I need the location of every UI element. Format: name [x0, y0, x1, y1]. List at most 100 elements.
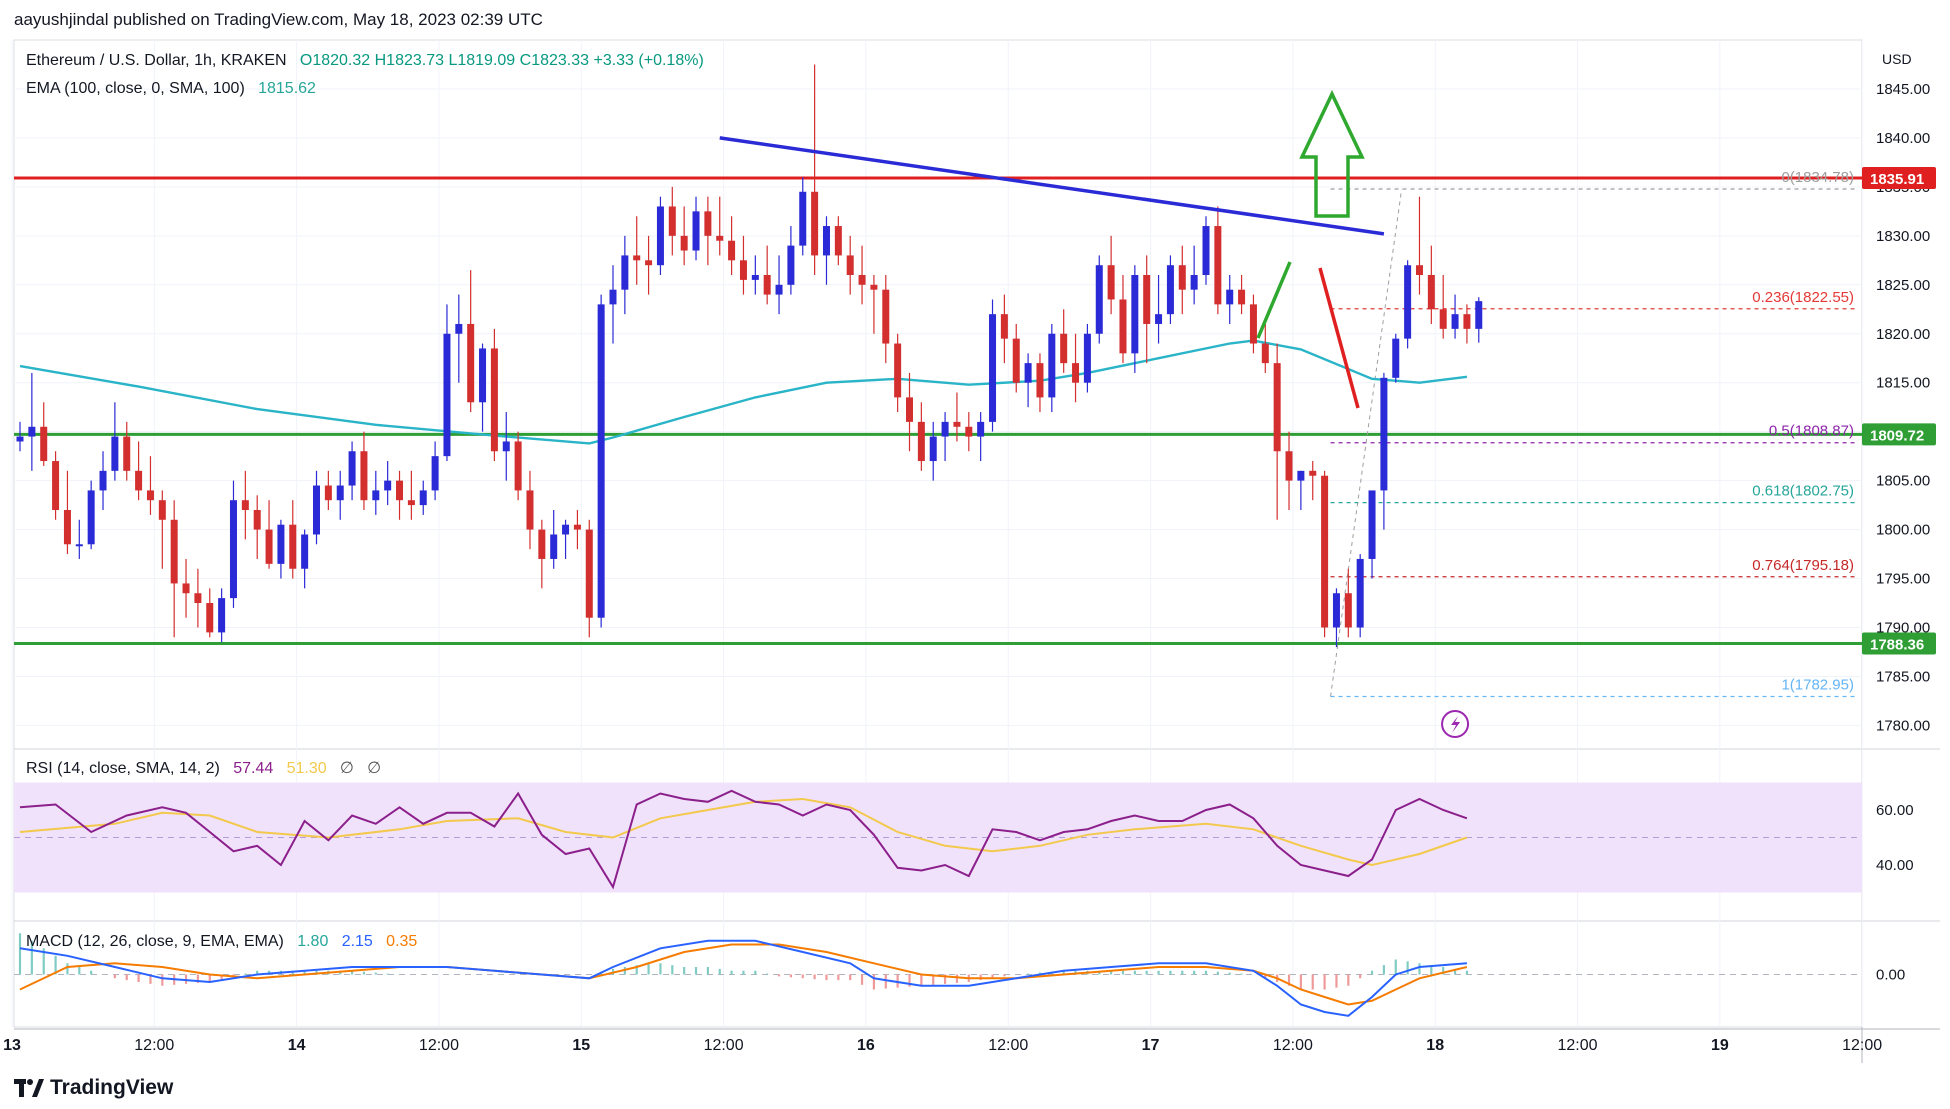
candle	[1451, 294, 1459, 339]
candle	[1202, 216, 1210, 285]
candle	[99, 451, 107, 510]
time-tick-label: 12:00	[419, 1037, 459, 1054]
candle	[348, 441, 356, 501]
candle-body	[360, 451, 368, 501]
candle-body	[1392, 338, 1400, 378]
candle	[1356, 554, 1364, 638]
candle	[479, 343, 487, 432]
symbol-legend[interactable]: Ethereum / U.S. Dollar, 1h, KRAKEN O1820…	[26, 52, 704, 70]
rsi-label[interactable]: RSI (14, close, SMA, 14, 2)	[26, 760, 220, 777]
candle	[40, 402, 48, 466]
support-tag	[1862, 632, 1936, 655]
price-tick-label: 1845.00	[1876, 81, 1930, 98]
candle-body	[324, 485, 332, 501]
candle	[1309, 461, 1317, 501]
candle	[1000, 294, 1008, 364]
candle-body	[372, 490, 380, 501]
candle-body	[573, 524, 581, 530]
candle	[372, 470, 380, 515]
candle	[929, 421, 937, 481]
candle-body	[467, 323, 475, 403]
candle-body	[894, 343, 902, 398]
support-tag-label: 1809.72	[1870, 427, 1924, 444]
candle	[668, 186, 676, 256]
candle	[728, 216, 736, 275]
candle-body	[1332, 593, 1340, 628]
candle-body	[728, 240, 736, 261]
candle-body	[1095, 265, 1103, 334]
candle	[1214, 206, 1222, 315]
resistance-tag	[1862, 166, 1936, 189]
time-tick-label: 12:00	[1273, 1037, 1313, 1054]
candle-body	[514, 441, 522, 491]
candle-body	[289, 524, 297, 569]
ema-legend[interactable]: EMA (100, close, 0, SMA, 100) 1815.62	[26, 80, 316, 98]
candle-body	[75, 544, 83, 547]
footer-brand: TradingView	[50, 1076, 174, 1099]
candle-body	[443, 333, 451, 457]
candle	[941, 412, 949, 462]
candle-body	[1000, 314, 1008, 339]
symbol-title[interactable]: Ethereum / U.S. Dollar, 1h, KRAKEN	[26, 52, 287, 69]
candle	[633, 216, 641, 285]
time-tick-label: 12:00	[988, 1037, 1028, 1054]
time-tick-label: 12:00	[704, 1037, 744, 1054]
fib-level-label: 0.5(1808.87)	[1769, 423, 1854, 440]
price-tick-label: 1830.00	[1876, 228, 1930, 245]
macd-line	[19, 939, 1467, 1017]
candle-body	[1143, 275, 1151, 324]
candle-body	[680, 235, 688, 251]
candle	[194, 568, 202, 628]
candle-body	[111, 436, 119, 471]
candle	[289, 500, 297, 579]
ema-label[interactable]: EMA (100, close, 0, SMA, 100)	[26, 80, 245, 97]
price-tick-label: 1825.00	[1876, 277, 1930, 294]
macd-legend[interactable]: MACD (12, 26, close, 9, EMA, EMA) 1.80 2…	[26, 933, 417, 951]
price-tick-label: 1785.00	[1876, 668, 1930, 685]
candle-body	[858, 275, 866, 285]
macd-line-value: 2.15	[341, 933, 373, 950]
candle	[739, 235, 747, 295]
macd-label[interactable]: MACD (12, 26, close, 9, EMA, EMA)	[26, 933, 284, 950]
candle-body	[123, 436, 131, 471]
rsi-legend[interactable]: RSI (14, close, SMA, 14, 2) 57.44 51.30 …	[26, 758, 381, 778]
fib-level-label: 0.618(1802.75)	[1752, 483, 1854, 500]
candle	[443, 304, 451, 462]
candle	[573, 510, 581, 550]
candle	[75, 519, 83, 559]
candle	[1404, 260, 1412, 349]
candle-body	[194, 593, 202, 604]
candle	[858, 245, 866, 305]
candle-body	[1119, 299, 1127, 354]
candle	[787, 226, 795, 295]
candle-body	[135, 470, 143, 491]
price-tick-label: 1795.00	[1876, 571, 1930, 588]
candle	[1190, 245, 1198, 305]
candle	[1178, 245, 1186, 315]
lightning-icon	[1451, 716, 1461, 733]
candle	[1119, 275, 1127, 364]
candle-body	[1297, 470, 1305, 481]
candle-body	[882, 289, 890, 344]
candle	[526, 470, 534, 550]
candle-body	[455, 323, 463, 334]
resistance-tag-label: 1835.91	[1870, 171, 1924, 188]
publisher-header: aayushjindal published on TradingView.co…	[14, 10, 543, 29]
candle	[360, 431, 368, 510]
tradingview-logo[interactable]: TradingView	[14, 1076, 173, 1100]
candle-body	[182, 583, 190, 594]
candle-body	[633, 255, 641, 261]
candle	[229, 480, 237, 608]
candle-body	[170, 519, 178, 584]
candle	[953, 392, 961, 442]
candle	[158, 490, 166, 569]
candle	[467, 270, 475, 413]
candle-body	[822, 226, 830, 256]
price-tick-label: 1805.00	[1876, 473, 1930, 490]
candle-body	[313, 485, 320, 535]
candle-body	[609, 289, 617, 305]
rsi-value: 57.44	[233, 760, 274, 777]
candle	[502, 412, 510, 481]
ohlc-values: O1820.32 H1823.73 L1819.09 C1823.33 +3.3…	[299, 52, 704, 69]
